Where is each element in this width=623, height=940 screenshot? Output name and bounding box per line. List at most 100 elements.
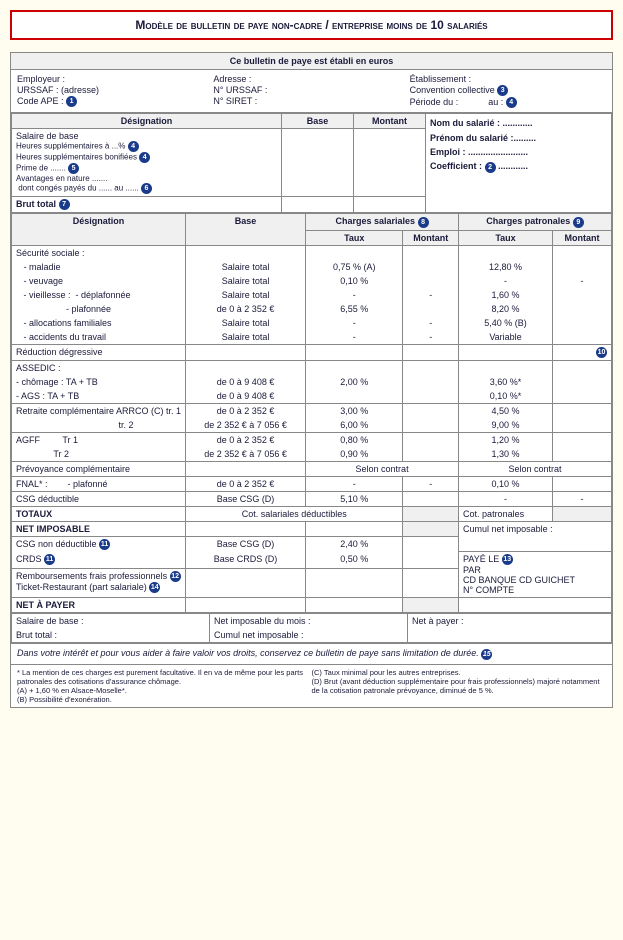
r3tp: 1,60 %	[459, 288, 553, 302]
fnal-ts: -	[306, 476, 403, 491]
r0d: Sécurité sociale :	[12, 245, 186, 260]
employee-box: Nom du salarié : ............ Prénom du …	[426, 114, 612, 213]
legal-notice: Dans votre intérêt et pour vous aider à …	[11, 643, 612, 663]
r2ts: 0,10 %	[306, 274, 403, 288]
address-label: Adresse :	[213, 74, 409, 84]
ar0d: Retraite complémentaire ARRCO (C) tr. 1	[12, 403, 186, 418]
charges-table: Désignation Base Charges salariales 8 Ch…	[11, 213, 612, 613]
as0b: de 0 à 9 408 €	[186, 375, 306, 389]
csgnon-b: Base CSG (D)	[186, 536, 306, 552]
csgded-tp: -	[459, 491, 553, 506]
ar1ts: 6,00 %	[306, 418, 403, 433]
au-label: au :	[488, 97, 503, 107]
fn-b2: (D) Brut (avant déduction supplémentaire…	[312, 677, 607, 695]
totaux-mid: Cot. salariales déductibles	[186, 506, 403, 521]
r2mp: -	[552, 274, 611, 288]
r6b: Salaire total	[186, 330, 306, 345]
r2b: Salaire total	[186, 274, 306, 288]
col-base: Base	[282, 114, 354, 129]
totaux-right: Cot. patronales	[459, 506, 553, 521]
col2-mont-p: Montant	[552, 230, 611, 245]
badge-4b: 4	[128, 141, 139, 152]
ag1ts: 0,90 %	[306, 447, 403, 462]
badge-5: 5	[68, 163, 79, 174]
item-conges: dont congés payés du ...... au ......	[18, 184, 139, 193]
fn-b1: (C) Taux minimal pour les autres entrepr…	[312, 668, 607, 677]
emp-nom: Nom du salarié : ............	[430, 116, 607, 130]
ag0d: AGFF Tr 1	[12, 432, 186, 447]
item-hsb: Heures supplémentaires bonifiées	[16, 153, 137, 162]
badge-4: 4	[506, 97, 517, 108]
r5b: Salaire total	[186, 316, 306, 330]
csgded-mp: -	[552, 491, 611, 506]
bot-sal: Salaire de base :	[12, 614, 210, 629]
emp-coef: Coefficient :	[430, 161, 482, 171]
badge-13: 13	[502, 554, 513, 565]
ape-label: Code APE :	[17, 96, 64, 106]
item-avantages: Avantages en nature .......	[16, 174, 277, 183]
ag0tp: 1,20 %	[459, 432, 553, 447]
totaux-d: TOTAUX	[12, 506, 186, 521]
fn-a2: (A) + 1,60 % en Alsace-Moselle*.	[17, 686, 312, 695]
ag0b: de 0 à 2 352 €	[186, 432, 306, 447]
ag1d: Tr 2	[12, 447, 186, 462]
badge-15: 15	[481, 649, 492, 660]
r4b: de 0 à 2 352 €	[186, 302, 306, 316]
badge-3: 3	[497, 85, 508, 96]
urssaf-addr: URSSAF : (adresse)	[17, 85, 213, 95]
as0ts: 2,00 %	[306, 375, 403, 389]
col2-designation: Désignation	[12, 214, 186, 245]
item-hs: Heures supplémentaires à ...%	[16, 142, 125, 151]
r6ms: -	[403, 330, 459, 345]
r1tp: 12,80 %	[459, 260, 553, 274]
fnal-ms: -	[403, 476, 459, 491]
badge-9: 9	[573, 217, 584, 228]
ag0ts: 0,80 %	[306, 432, 403, 447]
csgnon-d: CSG non déductible	[16, 539, 97, 549]
convention-label: Convention collective	[410, 85, 495, 95]
r1d: - maladie	[12, 260, 186, 274]
r5ts: -	[306, 316, 403, 330]
reduc-d: Réduction dégressive	[12, 344, 186, 360]
as0d: - chômage : TA + TB	[12, 375, 186, 389]
currency-header: Ce bulletin de paye est établi en euros	[11, 53, 612, 70]
r5tp: 5,40 % (B)	[459, 316, 553, 330]
cumul-net: Cumul net imposable :	[459, 521, 612, 552]
par: PAR	[463, 565, 607, 575]
fnal-d: FNAL* : - plafonné	[12, 476, 186, 491]
document-title: Modèle de bulletin de paye non-cadre / e…	[10, 10, 613, 40]
netpayer: NET À PAYER	[12, 598, 186, 613]
coef-dots: ............	[498, 161, 528, 171]
badge-14: 14	[149, 582, 160, 593]
netimp: NET IMPOSABLE	[12, 521, 186, 536]
bottom-summary: Salaire de base : Net imposable du mois …	[11, 613, 612, 643]
remb: Remboursements frais professionnels	[16, 571, 167, 581]
col2-taux-s: Taux	[306, 230, 403, 245]
r2d: - veuvage	[12, 274, 186, 288]
etablissement-label: Établissement :	[410, 74, 606, 84]
item-prime: Prime de .......	[16, 164, 66, 173]
bot-net-pay: Net à payer :	[408, 614, 612, 629]
prev-d: Prévoyance complémentaire	[12, 461, 186, 476]
prev-tp: Selon contrat	[459, 461, 612, 476]
paye-le: PAYÉ LE	[463, 554, 499, 564]
ag1b: de 2 352 € à 7 056 €	[186, 447, 306, 462]
ar1tp: 9,00 %	[459, 418, 553, 433]
fnal-b: de 0 à 2 352 €	[186, 476, 306, 491]
crds-b: Base CRDS (D)	[186, 552, 306, 569]
employer-label: Employeur :	[17, 74, 213, 84]
r6d: - accidents du travail	[12, 330, 186, 345]
salary-table: Désignation Base Montant Nom du salarié …	[11, 113, 612, 213]
badge-2: 2	[485, 162, 496, 173]
salary-items-cell: Salaire de base Heures supplémentaires à…	[12, 129, 282, 197]
r6ts: -	[306, 330, 403, 345]
r3d: - vieillesse : - déplafonnée	[12, 288, 186, 302]
r4d: - plafonnée	[12, 302, 186, 316]
crds-d: CRDS	[16, 554, 42, 564]
ag1tp: 1,30 %	[459, 447, 553, 462]
emp-prenom: Prénom du salarié :.........	[430, 131, 607, 145]
r3b: Salaire total	[186, 288, 306, 302]
col2-charges-pat: Charges patronales 9	[459, 214, 612, 230]
siret-label: N° SIRET :	[213, 96, 409, 106]
ticket: Ticket-Restaurant (part salariale)	[16, 582, 147, 592]
